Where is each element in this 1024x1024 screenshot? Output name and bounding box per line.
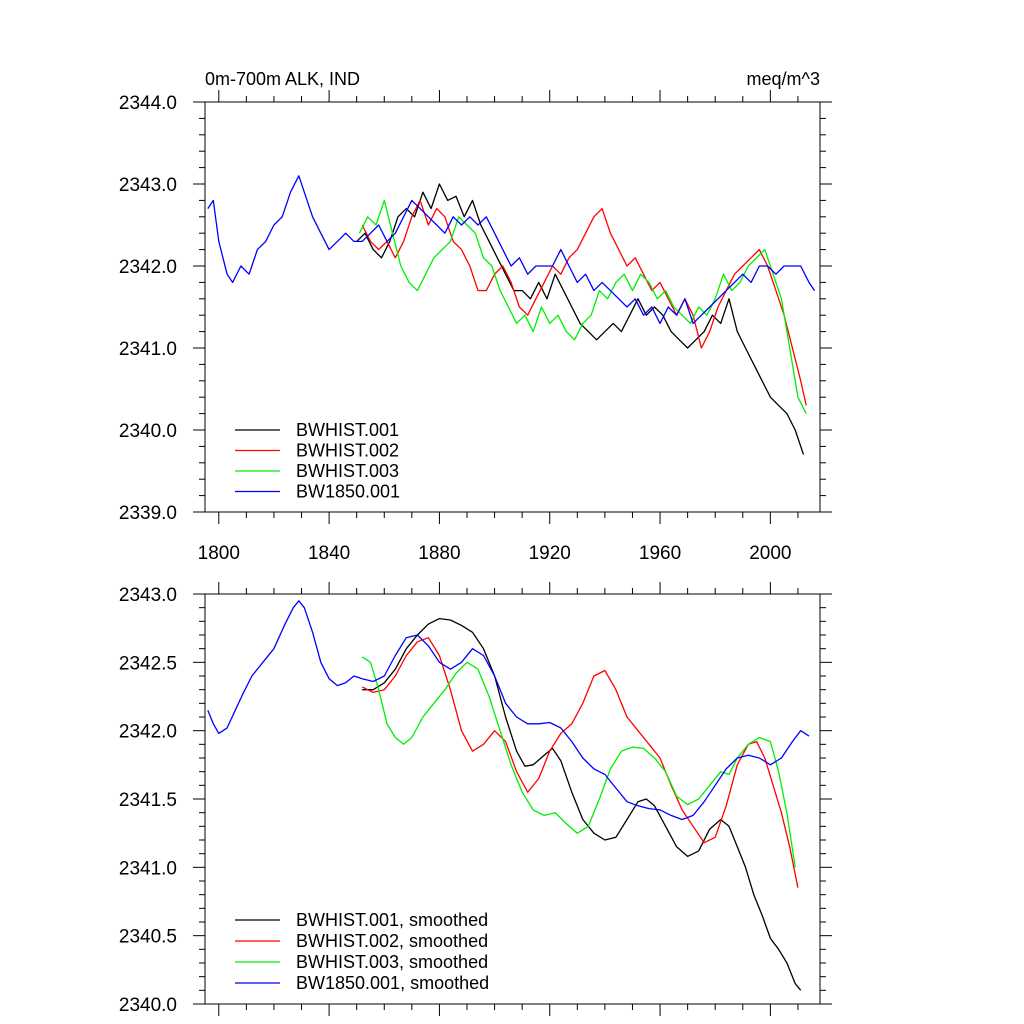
top-panel-ticks: 1800 1840 1880 1920 1960 2000 2339.0 2340.0 2341… xyxy=(119,90,832,564)
y-tick-label: 2339.0 xyxy=(119,503,177,524)
series-line xyxy=(207,600,810,821)
y-tick-label: 2342.0 xyxy=(119,257,177,278)
legend-label: BWHIST.001, smoothed xyxy=(296,910,488,930)
y-tick-label: 2342.5 xyxy=(119,653,177,674)
series-line xyxy=(356,183,805,455)
top-panel-series xyxy=(207,175,816,455)
top-panel-frame xyxy=(204,101,821,513)
y-tick-label: 2344.0 xyxy=(119,93,177,114)
y-tick-label: 2343.0 xyxy=(119,175,177,196)
x-tick-label: 1840 xyxy=(308,543,350,564)
y-tick-label: 2341.5 xyxy=(119,790,177,811)
legend-label: BW1850.001, smoothed xyxy=(296,973,489,993)
x-tick-label: 2000 xyxy=(749,543,791,564)
x-tick-label: 1920 xyxy=(529,543,571,564)
legend-label: BW1850.001 xyxy=(296,482,400,502)
top-panel: 0m-700m ALK, IND meq/m^3 1800 1840 1880 192… xyxy=(119,69,832,564)
series-line xyxy=(207,175,816,325)
bottom-panel: 2340.0 2340.5 2341.0 2341.5 2342.0 2342.5 2343… xyxy=(119,582,832,1016)
x-tick-label: 1960 xyxy=(639,543,681,564)
series-line xyxy=(358,199,807,414)
y-tick-label: 2341.0 xyxy=(119,339,177,360)
x-tick-label: 1880 xyxy=(418,543,460,564)
y-tick-label: 2340.5 xyxy=(119,927,177,948)
x-tick-label: 1800 xyxy=(198,543,240,564)
y-tick-label: 2343.0 xyxy=(119,585,177,606)
bottom-panel-series xyxy=(207,600,810,991)
series-line xyxy=(362,617,802,991)
series-line xyxy=(361,656,796,868)
legend-label: BWHIST.001 xyxy=(296,420,399,440)
legend-label: BWHIST.002, smoothed xyxy=(296,931,488,951)
legend-label: BWHIST.002 xyxy=(296,441,399,461)
top-panel-title-right: meq/m^3 xyxy=(747,69,820,89)
y-tick-label: 2341.0 xyxy=(119,858,177,879)
legend-label: BWHIST.003, smoothed xyxy=(296,952,488,972)
series-line xyxy=(361,637,799,888)
bottom-panel-ticks: 2340.0 2340.5 2341.0 2341.5 2342.0 2342.5 2343… xyxy=(119,582,832,1016)
top-panel-title-left: 0m-700m ALK, IND xyxy=(205,69,360,89)
y-tick-label: 2340.0 xyxy=(119,995,177,1016)
y-tick-label: 2342.0 xyxy=(119,722,177,743)
series-line xyxy=(361,199,807,406)
legend-label: BWHIST.003 xyxy=(296,461,399,481)
y-tick-label: 2340.0 xyxy=(119,421,177,442)
